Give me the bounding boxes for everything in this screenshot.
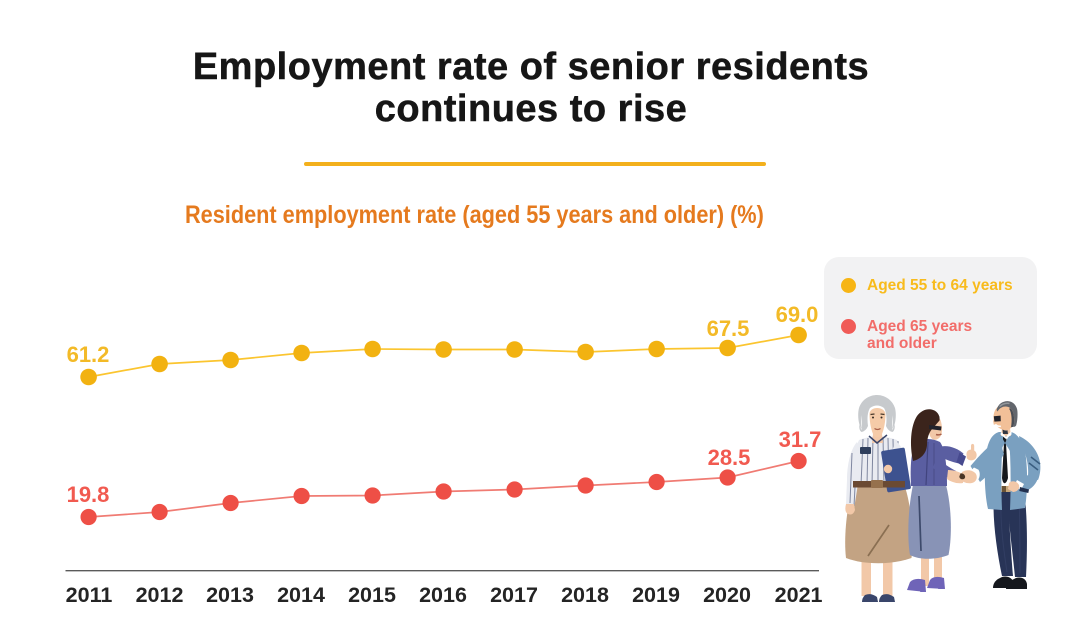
svg-text:2019: 2019 [632, 583, 680, 607]
svg-text:2011: 2011 [66, 583, 113, 607]
svg-text:61.2: 61.2 [67, 342, 110, 367]
svg-text:2020: 2020 [703, 583, 751, 607]
svg-text:69.0: 69.0 [776, 302, 819, 327]
svg-text:2013: 2013 [206, 583, 254, 607]
svg-text:2015: 2015 [348, 583, 396, 607]
svg-text:2016: 2016 [419, 583, 467, 607]
svg-text:2012: 2012 [136, 583, 184, 607]
svg-text:28.5: 28.5 [708, 445, 751, 470]
svg-text:2017: 2017 [490, 583, 538, 607]
svg-text:2018: 2018 [561, 583, 609, 607]
svg-text:2014: 2014 [277, 583, 325, 607]
svg-text:31.7: 31.7 [779, 427, 822, 452]
svg-text:19.8: 19.8 [67, 482, 110, 507]
svg-text:2021: 2021 [775, 583, 823, 607]
svg-text:67.5: 67.5 [707, 316, 750, 341]
